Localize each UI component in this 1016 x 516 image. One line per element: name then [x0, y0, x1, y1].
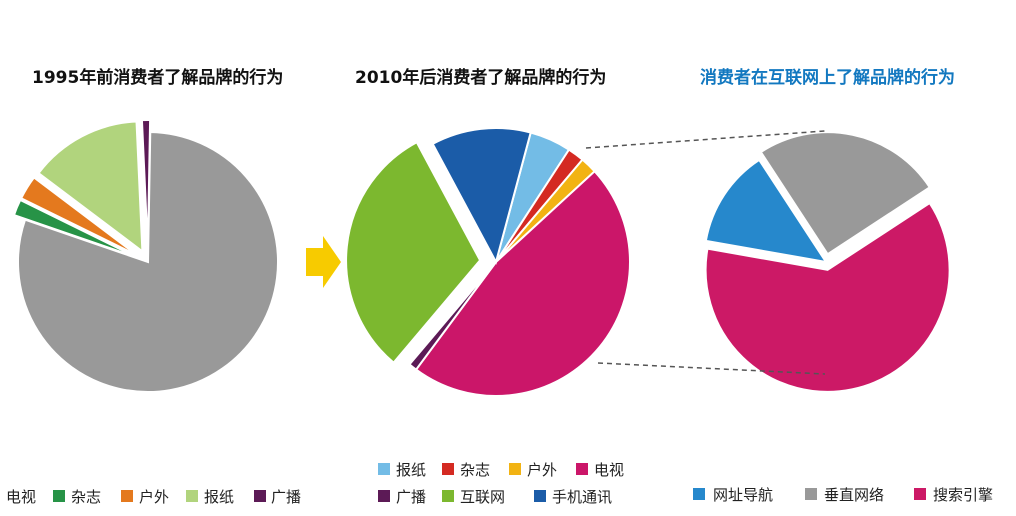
pie-slice: 报纸: [37, 120, 144, 254]
pie-slice: 户外: [19, 176, 139, 257]
pie-slice: 电视: [17, 131, 279, 393]
connector-line-top: [585, 130, 826, 149]
legend-swatch: [254, 490, 266, 502]
legend-label: 报纸: [204, 488, 234, 506]
legend-swatch: [509, 463, 521, 475]
pie-slice: 搜索引擎: [704, 201, 951, 393]
legend-swatch: [442, 490, 454, 502]
legend-label: 互联网: [460, 488, 505, 506]
connector-line-bottom: [597, 362, 826, 375]
legend-internet: 网址导航 垂直网络 搜索引擎: [693, 486, 993, 504]
pie-slice: 手机通讯: [431, 127, 532, 265]
legend-label: 杂志: [71, 488, 101, 506]
legend-label: 广播: [396, 488, 426, 506]
pie-slice: 广播: [408, 261, 497, 371]
legend-label: 搜索引擎: [933, 486, 993, 504]
legend-swatch: [378, 463, 390, 475]
legend-label: 网址导航: [713, 486, 773, 504]
legend-label: 杂志: [460, 461, 490, 479]
pie-slice: 网址导航: [704, 158, 829, 264]
chart1-title: 1995年前消费者了解品牌的行为: [32, 67, 283, 88]
legend-swatch: [442, 463, 454, 475]
legend-swatch: [121, 490, 133, 502]
legend-label: 户外: [527, 461, 557, 479]
legend-label: 电视: [594, 461, 624, 479]
legend-swatch: [805, 488, 817, 500]
legend-swatch: [576, 463, 588, 475]
legend-label: 手机通讯: [552, 488, 612, 506]
legend-label: 垂直网络: [824, 486, 884, 504]
legend-label: 报纸: [396, 461, 426, 479]
pie-slice: 互联网: [345, 140, 482, 365]
legend-swatch: [186, 490, 198, 502]
legend-label: 广播: [271, 488, 301, 506]
chart2-title: 2010年后消费者了解品牌的行为: [355, 67, 606, 88]
legend-label: 户外: [139, 488, 169, 506]
legend-swatch: [378, 490, 390, 502]
legend-label: 电视: [6, 488, 36, 506]
legend-swatch: [914, 488, 926, 500]
pie-slice: 广播: [140, 119, 152, 251]
legend-swatch: [534, 490, 546, 502]
legend-swatch: [693, 488, 705, 500]
pie-slice: 电视: [414, 169, 631, 397]
legend-swatch: [53, 490, 65, 502]
pie-slice: 杂志: [12, 198, 138, 259]
legend-1995: 电视 杂志 户外 报纸 广播: [6, 488, 301, 506]
chart3-title: 消费者在互联网上了解品牌的行为: [700, 67, 955, 88]
arrow-icon: [306, 236, 341, 288]
arrow-shape: [306, 236, 341, 288]
pie-slice: 垂直网络: [759, 131, 932, 256]
